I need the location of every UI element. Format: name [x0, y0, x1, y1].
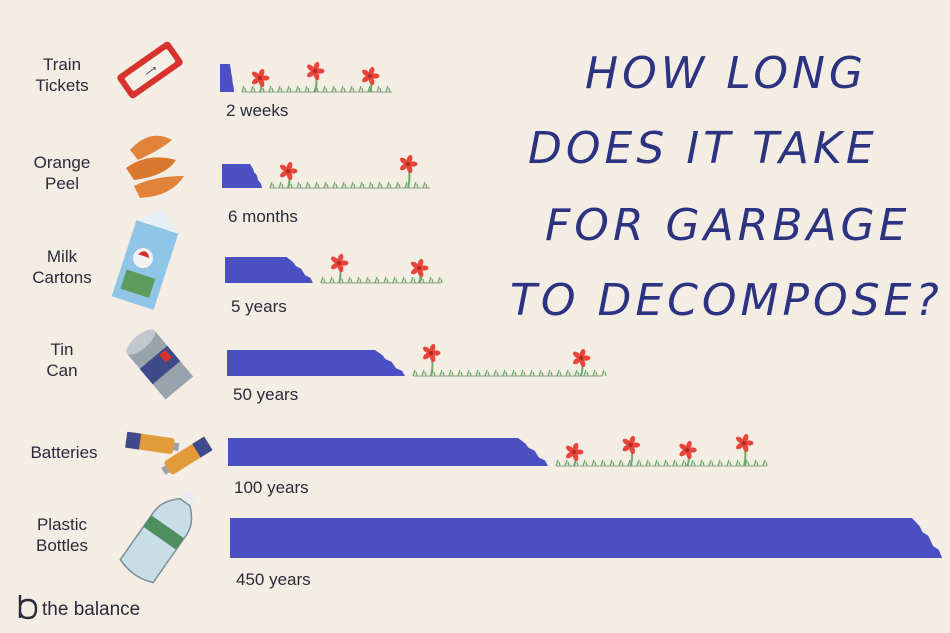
category-label: Batteries: [30, 443, 97, 462]
category-label: Milk: [47, 247, 78, 266]
category-label: Tickets: [35, 76, 88, 95]
chart-row: Train Tickets 2 weeks: [35, 55, 392, 120]
orange-peel-icon: [126, 135, 184, 198]
chart-row: Milk Cartons 5 years: [32, 247, 443, 316]
chart-row: Batteries 100 years: [30, 433, 768, 497]
chart-row: Plastic Bottles 450 years: [36, 515, 942, 589]
ticket-icon: ⟶: [117, 41, 183, 99]
flower-icon: [622, 435, 641, 467]
bar: [222, 164, 262, 188]
milk-carton-icon: [111, 209, 179, 310]
batteries-icon: [125, 431, 213, 475]
value-label: 6 months: [228, 207, 298, 226]
chart-row: Tin Can 50 years: [46, 340, 607, 404]
category-label: Peel: [45, 174, 79, 193]
brand-name: the balance: [42, 599, 140, 620]
grass: [269, 181, 430, 189]
title-line-2: DOES IT TAKE: [528, 123, 878, 174]
chart-rows: Train Tickets 2 weeks Orange Peel 6 months Mil…: [30, 55, 942, 589]
flower-icon: [411, 258, 429, 284]
grass: [320, 276, 443, 284]
flower-icon: [423, 343, 441, 377]
category-label: Tin: [51, 340, 74, 359]
title-line-4: TO DECOMPOSE?: [510, 275, 943, 326]
value-label: 5 years: [231, 297, 287, 316]
flower-icon: [362, 66, 380, 93]
value-label: 450 years: [236, 570, 311, 589]
flower-icon: [679, 440, 697, 467]
category-label: Cartons: [32, 268, 92, 287]
flower-icon: [280, 161, 298, 189]
grass: [241, 85, 392, 93]
bar: [230, 518, 942, 558]
bar: [220, 64, 234, 92]
category-label: Orange: [34, 153, 91, 172]
flower-icon: [307, 61, 325, 93]
flower-icon: [331, 253, 349, 284]
flower-icon: [566, 442, 584, 467]
bar: [225, 257, 313, 283]
plastic-bottle-icon: [119, 490, 196, 584]
grass: [412, 369, 607, 377]
brand-logo-icon: [18, 595, 38, 620]
bar: [228, 438, 548, 466]
flower-icon: [736, 433, 754, 467]
category-label: Train: [43, 55, 81, 74]
value-label: 100 years: [234, 478, 309, 497]
title-line-3: FOR GARBAGE: [545, 200, 910, 251]
chart-title: HOW LONG DOES IT TAKE FOR GARBAGE TO DEC…: [510, 48, 943, 326]
grass: [555, 459, 768, 467]
value-label: 2 weeks: [226, 101, 288, 120]
chart-row: Orange Peel 6 months: [34, 153, 430, 226]
flower-icon: [400, 154, 418, 189]
value-label: 50 years: [233, 385, 298, 404]
category-label: Bottles: [36, 536, 88, 555]
flower-icon: [252, 68, 270, 93]
bar: [227, 350, 405, 376]
title-line-1: HOW LONG: [585, 48, 867, 99]
category-label: Can: [46, 361, 77, 380]
flower-icon: [573, 348, 591, 377]
category-label: Plastic: [37, 515, 88, 534]
brand: the balance: [18, 595, 140, 620]
tin-can-icon: [126, 329, 194, 400]
